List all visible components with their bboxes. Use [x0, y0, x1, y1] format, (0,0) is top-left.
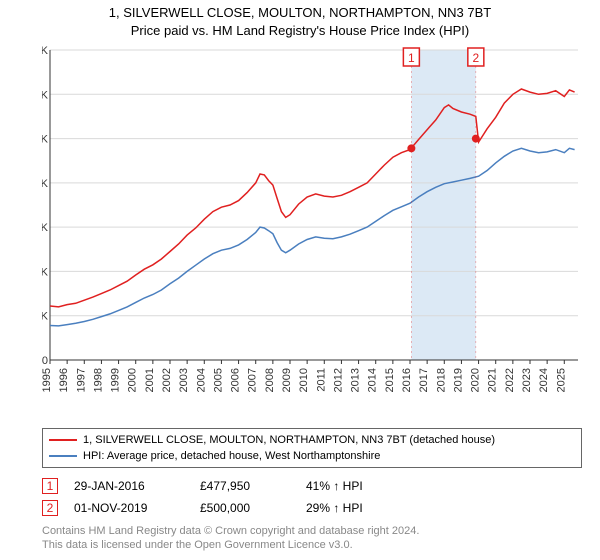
marker-badge: 2 [42, 500, 58, 516]
sale-row: 1 29-JAN-2016 £477,950 41% ↑ HPI [42, 478, 582, 494]
chart-container: 1, SILVERWELL CLOSE, MOULTON, NORTHAMPTO… [0, 0, 600, 560]
svg-text:1995: 1995 [42, 368, 53, 392]
svg-text:2021: 2021 [487, 368, 499, 392]
svg-text:2025: 2025 [555, 368, 567, 392]
sale-pct: 41% ↑ HPI [306, 479, 416, 493]
svg-text:2013: 2013 [350, 368, 362, 392]
svg-text:£700K: £700K [42, 46, 49, 57]
svg-text:£500K: £500K [42, 134, 49, 146]
svg-text:1: 1 [408, 51, 415, 65]
svg-text:£100K: £100K [42, 311, 49, 323]
svg-text:2: 2 [472, 51, 479, 65]
legend-label-subject: 1, SILVERWELL CLOSE, MOULTON, NORTHAMPTO… [83, 434, 495, 446]
svg-text:2017: 2017 [418, 368, 430, 392]
footer-line-1: Contains HM Land Registry data © Crown c… [42, 524, 582, 538]
svg-text:2004: 2004 [195, 368, 207, 392]
svg-text:1997: 1997 [75, 368, 87, 392]
svg-text:2015: 2015 [384, 368, 396, 392]
sale-date: 29-JAN-2016 [74, 479, 184, 493]
svg-text:£200K: £200K [42, 266, 49, 278]
svg-text:1996: 1996 [58, 368, 70, 392]
svg-text:2009: 2009 [281, 368, 293, 392]
sale-rows: 1 29-JAN-2016 £477,950 41% ↑ HPI 2 01-NO… [42, 472, 582, 522]
legend-item-subject: 1, SILVERWELL CLOSE, MOULTON, NORTHAMPTO… [49, 432, 575, 448]
svg-text:2010: 2010 [298, 368, 310, 392]
sale-date: 01-NOV-2019 [74, 501, 184, 515]
sale-price: £477,950 [200, 479, 290, 493]
svg-text:2003: 2003 [178, 368, 190, 392]
svg-text:2019: 2019 [452, 368, 464, 392]
sale-price: £500,000 [200, 501, 290, 515]
svg-text:2016: 2016 [401, 368, 413, 392]
title-line-1: 1, SILVERWELL CLOSE, MOULTON, NORTHAMPTO… [0, 4, 600, 22]
title-line-2: Price paid vs. HM Land Registry's House … [0, 22, 600, 40]
svg-text:2023: 2023 [521, 368, 533, 392]
svg-text:2024: 2024 [538, 368, 550, 392]
svg-text:2002: 2002 [161, 368, 173, 392]
legend: 1, SILVERWELL CLOSE, MOULTON, NORTHAMPTO… [42, 428, 582, 468]
svg-text:2014: 2014 [367, 368, 379, 392]
svg-text:2012: 2012 [332, 368, 344, 392]
chart-area: £0 £100K £200K £300K £400K £500K £600K £700K 199… [42, 46, 582, 420]
svg-text:2008: 2008 [264, 368, 276, 392]
svg-text:2007: 2007 [247, 368, 259, 392]
chart-svg: £0 £100K £200K £300K £400K £500K £600K £700K 199… [42, 46, 582, 420]
marker-badge: 1 [42, 478, 58, 494]
footer: Contains HM Land Registry data © Crown c… [42, 524, 582, 553]
svg-text:1999: 1999 [110, 368, 122, 392]
svg-text:2006: 2006 [230, 368, 242, 392]
sale-row: 2 01-NOV-2019 £500,000 29% ↑ HPI [42, 500, 582, 516]
svg-text:2000: 2000 [127, 368, 139, 392]
chart-title: 1, SILVERWELL CLOSE, MOULTON, NORTHAMPTO… [0, 0, 600, 40]
svg-text:1998: 1998 [92, 368, 104, 392]
footer-line-2: This data is licensed under the Open Gov… [42, 538, 582, 552]
svg-text:2011: 2011 [315, 368, 327, 392]
legend-label-hpi: HPI: Average price, detached house, West… [83, 450, 380, 462]
svg-text:2020: 2020 [470, 368, 482, 392]
sale-pct: 29% ↑ HPI [306, 501, 416, 515]
svg-text:£600K: £600K [42, 89, 49, 101]
svg-text:£400K: £400K [42, 178, 49, 190]
legend-swatch-hpi [49, 455, 77, 457]
svg-text:2005: 2005 [212, 368, 224, 392]
svg-text:£300K: £300K [42, 222, 49, 234]
svg-text:2022: 2022 [504, 368, 516, 392]
legend-item-hpi: HPI: Average price, detached house, West… [49, 448, 575, 464]
svg-text:£0: £0 [42, 355, 48, 367]
svg-text:2018: 2018 [435, 368, 447, 392]
svg-text:2001: 2001 [144, 368, 156, 392]
legend-swatch-subject [49, 439, 77, 441]
